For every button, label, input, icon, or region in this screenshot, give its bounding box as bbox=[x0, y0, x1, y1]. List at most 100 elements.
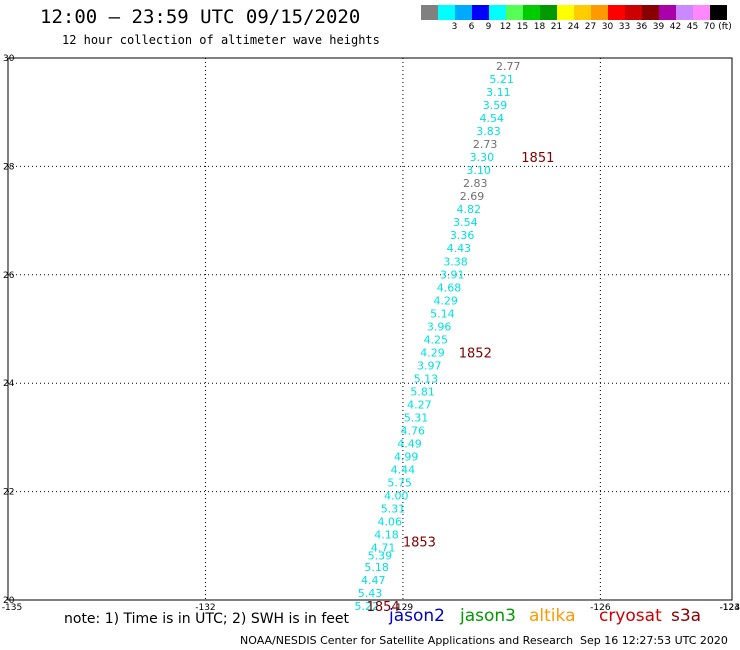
colorbar-label: 30 bbox=[601, 22, 614, 32]
swh-value: 3.38 bbox=[443, 255, 468, 268]
x-tick-label: -123 bbox=[720, 603, 740, 613]
swh-value: 5.22 bbox=[354, 600, 379, 613]
swh-value: 3.36 bbox=[450, 229, 475, 242]
swh-value: 2.77 bbox=[496, 60, 521, 73]
y-tick-label: 30 bbox=[3, 54, 15, 64]
swh-value: 3.91 bbox=[440, 268, 465, 281]
colorbar-label: 24 bbox=[567, 22, 580, 32]
colorbar-label: 36 bbox=[635, 22, 648, 32]
colorbar-label: 70 bbox=[703, 22, 716, 32]
x-tick-label: -129 bbox=[393, 603, 414, 613]
swh-value: 5.75 bbox=[387, 476, 412, 489]
y-tick-label: 26 bbox=[3, 271, 15, 281]
colorbar-swatch bbox=[574, 5, 591, 20]
colorbar-swatch bbox=[608, 5, 625, 20]
swh-value: 4.47 bbox=[361, 574, 386, 587]
swh-value: 5.39 bbox=[368, 550, 393, 563]
swh-value: 4.82 bbox=[456, 203, 481, 216]
pass-time-label: 1852 bbox=[459, 346, 492, 361]
pass-time-label: 1854 bbox=[367, 600, 400, 615]
swh-value: 5.81 bbox=[410, 385, 435, 398]
y-tick-label: 22 bbox=[3, 488, 14, 498]
swh-value: 2.69 bbox=[460, 190, 485, 203]
swh-value: 4.44 bbox=[391, 463, 416, 476]
swh-value: 4.29 bbox=[433, 294, 458, 307]
x-tick-label: -126 bbox=[590, 603, 611, 613]
colorbar-swatch bbox=[506, 5, 523, 20]
swh-value: 4.54 bbox=[480, 112, 505, 125]
swh-value: 4.18 bbox=[374, 528, 399, 541]
colorbar-label: 3 bbox=[451, 22, 458, 32]
swh-value: 5.14 bbox=[430, 307, 455, 320]
swh-value: 5.43 bbox=[358, 587, 383, 600]
swh-value: 2.73 bbox=[473, 138, 498, 151]
y-tick-label: 20 bbox=[3, 596, 15, 606]
swh-value: 5.18 bbox=[364, 561, 389, 574]
colorbar-label: 15 bbox=[516, 22, 529, 32]
colorbar-label: 21 bbox=[550, 22, 563, 32]
legend-jason2: jason2 bbox=[389, 606, 445, 626]
pass-time-label: 1851 bbox=[521, 151, 554, 166]
y-tick-label: 24 bbox=[3, 379, 15, 389]
swh-value: 4.68 bbox=[437, 281, 462, 294]
legend-altika: altika bbox=[529, 606, 576, 626]
swh-value: 5.31 bbox=[404, 411, 429, 424]
swh-value: 3.83 bbox=[476, 125, 501, 138]
swh-value: 3.97 bbox=[417, 359, 442, 372]
colorbar-swatch bbox=[693, 5, 710, 20]
x-tick-label: -135 bbox=[2, 603, 22, 613]
colorbar-swatch bbox=[642, 5, 659, 20]
colorbar-swatch bbox=[676, 5, 693, 20]
swh-value: 3.54 bbox=[453, 216, 478, 229]
footer-timestamp: Sep 16 12:27:53 UTC 2020 bbox=[580, 634, 728, 647]
colorbar-unit: (ft) bbox=[718, 22, 732, 32]
swh-value: 5.21 bbox=[489, 73, 514, 86]
colorbar-label: 33 bbox=[618, 22, 631, 32]
swh-value: 3.11 bbox=[486, 86, 511, 99]
swh-value: 2.83 bbox=[463, 177, 488, 190]
colorbar-label: 27 bbox=[584, 22, 597, 32]
colorbar-label: 42 bbox=[669, 22, 682, 32]
swh-value: 4.49 bbox=[397, 437, 422, 450]
footer-organization: NOAA/NESDIS Center for Satellite Applica… bbox=[240, 634, 574, 647]
colorbar-label: 18 bbox=[533, 22, 546, 32]
colorbar-label: 12 bbox=[499, 22, 512, 32]
colorbar-swatch bbox=[489, 5, 506, 20]
colorbar-label: 6 bbox=[468, 22, 475, 32]
colorbar-swatch bbox=[710, 5, 727, 20]
colorbar-swatch bbox=[472, 5, 489, 20]
swh-value: 4.06 bbox=[377, 515, 402, 528]
colorbar-swatch bbox=[659, 5, 676, 20]
colorbar-swatch bbox=[625, 5, 642, 20]
chart-subtitle: 12 hour collection of altimeter wave hei… bbox=[62, 33, 380, 47]
swh-value: 4.99 bbox=[394, 450, 419, 463]
colorbar-swatch bbox=[421, 5, 438, 20]
colorbar-swatch bbox=[523, 5, 540, 20]
chart-title: 12:00 — 23:59 UTC 09/15/2020 bbox=[40, 6, 361, 28]
legend-s3a: s3a bbox=[671, 606, 702, 626]
swh-value: 5.31 bbox=[381, 502, 406, 515]
colorbar-swatch bbox=[438, 5, 455, 20]
colorbar-swatch bbox=[557, 5, 574, 20]
colorbar-label: 45 bbox=[686, 22, 699, 32]
x-tick-label: -124 bbox=[720, 603, 740, 613]
swh-value: 5.13 bbox=[414, 372, 439, 385]
swh-value: 4.43 bbox=[447, 242, 472, 255]
colorbar-swatch bbox=[540, 5, 557, 20]
plot-frame bbox=[7, 57, 733, 601]
swh-value: 3.10 bbox=[466, 164, 491, 177]
legend-cryosat: cryosat bbox=[599, 606, 662, 626]
legend-jason3: jason3 bbox=[460, 606, 516, 626]
footnote: note: 1) Time is in UTC; 2) SWH is in fe… bbox=[64, 611, 350, 627]
y-tick-label: 28 bbox=[3, 162, 15, 172]
pass-time-label: 1853 bbox=[403, 535, 436, 550]
colorbar-swatch bbox=[591, 5, 608, 20]
colorbar-label: 39 bbox=[652, 22, 665, 32]
swh-value: 3.96 bbox=[427, 320, 452, 333]
x-tick-label: -132 bbox=[195, 603, 215, 613]
swh-value: 4.25 bbox=[424, 333, 449, 346]
swh-value: 4.27 bbox=[407, 398, 432, 411]
swh-value: 4.71 bbox=[371, 541, 396, 554]
swh-value: 4.29 bbox=[420, 346, 445, 359]
